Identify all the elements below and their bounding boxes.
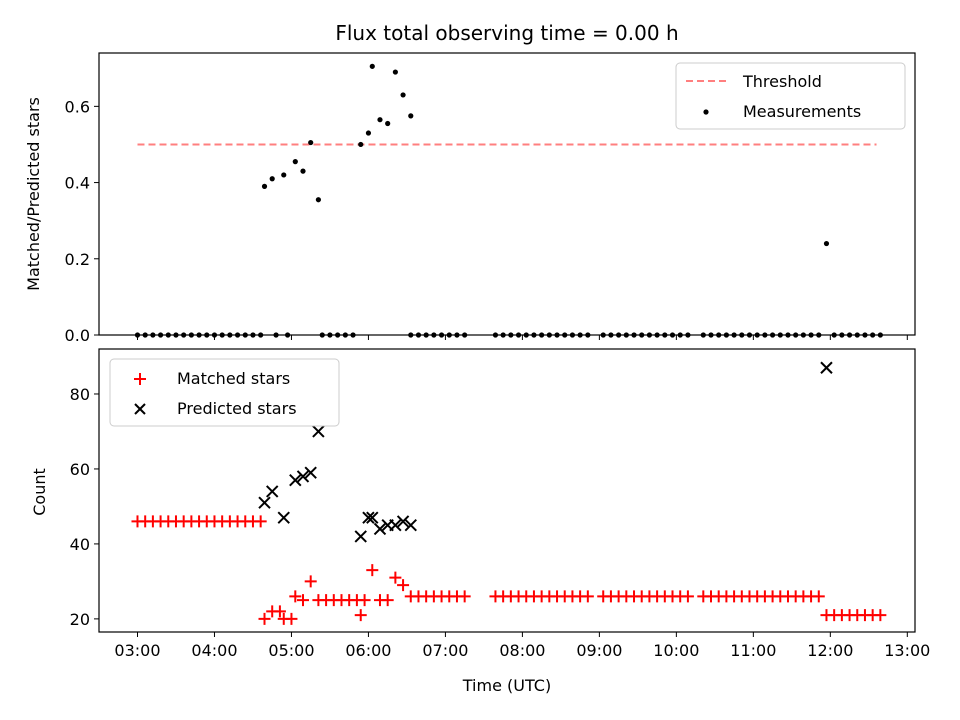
x-axis-label: Time (UTC) bbox=[462, 676, 551, 695]
measurement-point bbox=[261, 183, 268, 189]
matched-star-point bbox=[297, 594, 309, 607]
matched-star-point bbox=[366, 564, 379, 577]
x-tick-label: 13:00 bbox=[884, 641, 930, 660]
y-tick-label: 0.6 bbox=[65, 97, 90, 116]
matched-star-point bbox=[285, 612, 298, 625]
y-tick-label: 60 bbox=[70, 460, 90, 479]
legend-measurements-label: Measurements bbox=[743, 102, 861, 121]
bottom-y-axis-label: Count bbox=[30, 468, 49, 516]
bottom-y-ticks: 20 40 60 80 bbox=[70, 385, 99, 629]
y-tick-label: 0.0 bbox=[65, 326, 90, 345]
x-tick-label: 04:00 bbox=[191, 641, 237, 660]
y-tick-label: 40 bbox=[70, 535, 90, 554]
matched-star-point bbox=[273, 605, 286, 618]
legend-predicted-swatch bbox=[134, 403, 146, 415]
predicted-star-point bbox=[266, 485, 279, 498]
predicted-star-point bbox=[277, 511, 290, 524]
measurement-point bbox=[377, 117, 383, 123]
predicted-star-point bbox=[389, 518, 402, 532]
bottom-legend: Matched stars Predicted stars bbox=[109, 358, 340, 427]
top-legend-box bbox=[675, 62, 906, 130]
bottom-legend-box bbox=[109, 358, 340, 427]
matched-star-point bbox=[254, 515, 267, 528]
predicted-star-point bbox=[362, 511, 375, 524]
matched-star-point bbox=[358, 594, 371, 607]
measurement-point bbox=[292, 159, 298, 165]
measurement-point bbox=[823, 240, 830, 247]
bottom-plot-area: 03:00 04:00 05:00 06:00 07:00 08:00 09:00 10:00… bbox=[70, 348, 930, 660]
x-tick-label: 09:00 bbox=[576, 641, 622, 660]
top-plot-area: 0.0 0.2 0.4 0.6 bbox=[65, 52, 916, 345]
matched-star-point bbox=[812, 590, 825, 603]
predicted-star-point bbox=[289, 473, 302, 487]
x-tick-label: 05:00 bbox=[268, 641, 314, 660]
measurement-point bbox=[400, 92, 406, 98]
x-tick-label: 07:00 bbox=[422, 641, 468, 660]
x-tick-label: 06:00 bbox=[345, 641, 391, 660]
measurement-point bbox=[300, 168, 306, 174]
matched-star-point bbox=[874, 609, 887, 622]
measurement-point bbox=[365, 130, 372, 136]
top-axes-frame bbox=[98, 52, 916, 336]
x-tick-label: 11:00 bbox=[730, 641, 776, 660]
x-tick-label: 12:00 bbox=[807, 641, 853, 660]
predicted-star-point bbox=[354, 530, 367, 543]
x-tick-label: 10:00 bbox=[653, 641, 699, 660]
predicted-star-point bbox=[296, 470, 310, 483]
predicted-star-point bbox=[404, 518, 417, 532]
measurement-point bbox=[392, 69, 398, 75]
top-measurement-points bbox=[261, 63, 830, 247]
measurement-point bbox=[369, 63, 375, 69]
legend-matched-label: Matched stars bbox=[177, 369, 290, 388]
legend-matched-swatch bbox=[134, 373, 146, 385]
predicted-star-point bbox=[820, 361, 833, 374]
top-y-ticks: 0.0 0.2 0.4 0.6 bbox=[65, 97, 99, 345]
predicted-star-point bbox=[366, 511, 379, 524]
bottom-axes-frame bbox=[98, 348, 916, 633]
matched-star-point bbox=[581, 590, 594, 603]
measurement-point bbox=[281, 172, 287, 178]
measurement-point bbox=[408, 113, 414, 119]
measurement-point bbox=[385, 120, 391, 127]
measurement-point bbox=[358, 141, 364, 148]
top-legend: Threshold Measurements bbox=[675, 62, 906, 130]
legend-predicted-label: Predicted stars bbox=[177, 399, 297, 418]
predicted-stars-points bbox=[258, 361, 833, 543]
matched-star-point bbox=[258, 612, 271, 625]
predicted-star-point bbox=[304, 466, 317, 479]
legend-measurements-swatch bbox=[703, 109, 709, 115]
top-x-ticks bbox=[136, 335, 908, 340]
bottom-x-ticks: 03:00 04:00 05:00 06:00 07:00 08:00 09:00 10:00… bbox=[114, 632, 930, 660]
measurement-point bbox=[269, 176, 275, 182]
top-chart-title: Flux total observing time = 0.00 h bbox=[335, 21, 678, 45]
matched-star-point bbox=[304, 575, 317, 588]
measurement-point bbox=[308, 139, 314, 146]
predicted-star-point bbox=[312, 425, 325, 438]
predicted-star-point bbox=[373, 522, 387, 536]
matched-star-point bbox=[381, 594, 394, 607]
y-tick-label: 0.2 bbox=[65, 250, 90, 269]
top-y-axis-label: Matched/Predicted stars bbox=[24, 97, 43, 291]
predicted-star-point bbox=[258, 496, 271, 509]
matched-star-point bbox=[289, 590, 302, 603]
matched-star-point bbox=[681, 590, 694, 603]
matched-star-point bbox=[458, 590, 471, 603]
y-tick-label: 0.4 bbox=[65, 174, 90, 193]
legend-threshold-label: Threshold bbox=[742, 72, 822, 91]
matched-star-point bbox=[397, 579, 410, 592]
y-tick-label: 80 bbox=[70, 385, 90, 404]
x-tick-label: 03:00 bbox=[114, 641, 160, 660]
measurement-point bbox=[315, 197, 321, 203]
y-tick-label: 20 bbox=[70, 610, 90, 629]
x-tick-label: 08:00 bbox=[499, 641, 545, 660]
matched-star-point bbox=[389, 571, 402, 584]
matched-stars-points bbox=[131, 515, 887, 625]
matched-star-point bbox=[354, 609, 367, 622]
predicted-star-point bbox=[396, 515, 410, 528]
